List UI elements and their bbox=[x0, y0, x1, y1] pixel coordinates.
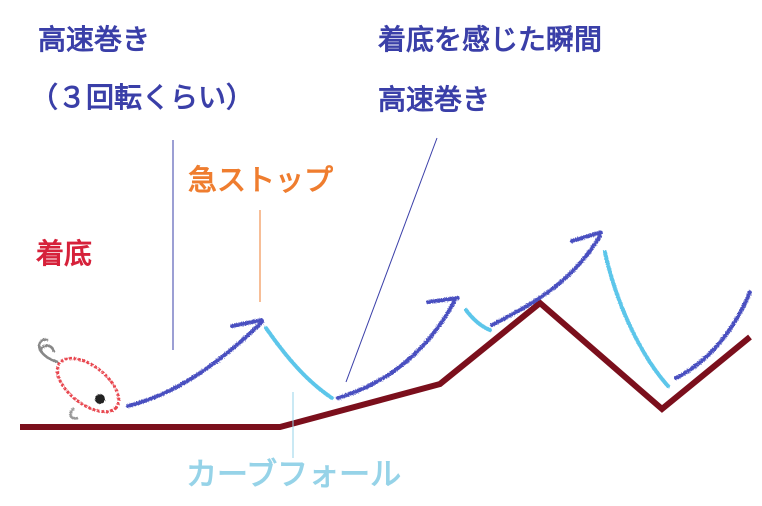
fall-path-2 bbox=[464, 308, 492, 332]
pointer-line-bite-bottom bbox=[345, 137, 438, 383]
reel-path-1 bbox=[126, 320, 264, 408]
reel-path-4 bbox=[674, 290, 752, 380]
label-fast-reel-1: 高速巻き bbox=[38, 23, 151, 56]
label-fast-reel-2: 高速巻き bbox=[378, 83, 491, 116]
label-curve-fall: カーブフォール bbox=[186, 457, 402, 493]
fall-path-1 bbox=[264, 326, 334, 400]
label-bite-bottom: 着底を感じた瞬間 bbox=[378, 23, 603, 56]
label-bottom: 着底 bbox=[36, 237, 93, 270]
seabed-line bbox=[20, 299, 752, 430]
lure-icon bbox=[37, 338, 121, 420]
reel-path-2 bbox=[336, 298, 457, 400]
reel-path-3 bbox=[490, 234, 602, 327]
reel-hook-2 bbox=[426, 296, 460, 304]
label-sudden-stop: 急ストップ bbox=[188, 163, 334, 197]
reel-hook-1 bbox=[230, 318, 264, 328]
reel-hook-3 bbox=[570, 230, 604, 243]
label-fast-reel-1-note: （３回転くらい） bbox=[30, 81, 255, 114]
fall-path-3 bbox=[603, 250, 670, 388]
